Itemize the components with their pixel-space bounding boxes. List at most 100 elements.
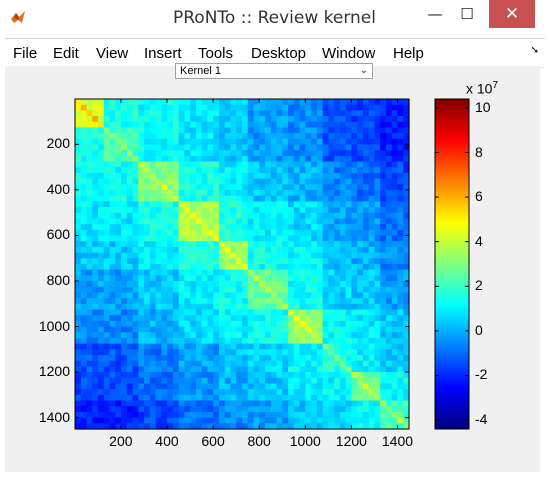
colorbar-tick-label: -4 [475,411,488,428]
heatmap-cell [270,406,278,413]
heatmap-cell [357,229,364,237]
heatmap-cell [316,167,324,174]
heatmap-cell [149,281,157,288]
heatmap-cell [115,275,122,282]
heatmap-cell [374,121,381,129]
heatmap-cell [121,366,128,373]
heatmap-cell [218,241,226,248]
heatmap-cell [322,349,329,356]
heatmap-cell [178,190,186,197]
heatmap-cell [397,258,404,265]
heatmap-cell [339,155,347,163]
heatmap-cell [126,167,134,174]
heatmap-cell [184,207,191,214]
heatmap-cell [368,241,376,248]
heatmap-cell [201,144,209,151]
heatmap-cell [75,349,82,356]
heatmap-cell [322,229,329,237]
heatmap-cell [362,246,370,254]
heatmap-cell [149,286,157,294]
heatmap-cell [75,411,82,419]
heatmap-cell [362,269,370,276]
heatmap-cell [362,218,370,225]
menu-tools[interactable]: Tools [198,45,234,62]
menu-insert[interactable]: Insert [144,45,182,62]
menu-window[interactable]: Window [322,45,376,62]
heatmap-cell [172,269,180,276]
heatmap-cell [259,269,266,276]
heatmap-cell [265,207,272,214]
heatmap-cell [391,167,399,174]
minimize-button[interactable]: — [427,5,443,23]
close-button[interactable]: ✕ [489,0,535,28]
heatmap-cell [115,320,122,328]
heatmap-cell [374,411,381,419]
menu-overflow-icon[interactable]: ➘ [530,45,539,56]
menu-view[interactable]: View [96,45,129,62]
heatmap-cell [328,423,335,430]
heatmap-cell [362,207,370,214]
heatmap-cell [213,241,220,248]
heatmap-cell [184,161,191,168]
heatmap-cell [172,389,180,396]
menu-help[interactable]: Help [393,45,424,62]
maximize-button[interactable]: ☐ [460,5,474,23]
menu-desktop[interactable]: Desktop [251,45,307,62]
heatmap-cell [339,298,347,305]
heatmap-cell [126,355,134,362]
menu-edit[interactable]: Edit [53,45,79,62]
heatmap-cell [92,161,99,168]
heatmap-cell [132,121,139,129]
kernel-select[interactable]: Kernel 1 ⌄ [175,63,373,79]
heatmap-cell [357,116,364,123]
heatmap-cell [311,417,318,424]
heatmap-cell [334,383,341,390]
menu-file[interactable]: File [13,45,38,62]
heatmap-cell [265,326,272,333]
heatmap-cell [403,309,410,316]
heatmap-cell [276,275,283,282]
heatmap-cell [161,303,168,311]
heatmap-cell [334,337,341,345]
heatmap-cell [184,241,191,248]
heatmap-cell [218,99,226,106]
heatmap-cell [98,172,105,180]
heatmap-cell [236,99,243,106]
heatmap-cell [357,281,364,288]
heatmap-cell [149,104,157,111]
heatmap-cell [385,121,393,129]
heatmap-cell [75,190,82,197]
heatmap-cell [334,207,341,214]
heatmap-cell [230,184,237,191]
heatmap-cell [299,195,306,203]
heatmap-cell [218,372,226,379]
heatmap-cell [242,99,249,106]
heatmap-cell [316,309,324,316]
heatmap-cell [167,184,174,191]
heatmap-cell [374,389,381,396]
heatmap-cell [288,110,295,117]
heatmap-cell [195,360,203,368]
heatmap-cell [322,332,329,339]
heatmap-cell [138,337,145,345]
heatmap-cell [155,332,162,339]
heatmap-cell [305,121,312,129]
heatmap-cell [276,337,283,345]
heatmap-cell [230,246,237,254]
heatmap-cell [218,172,226,180]
heatmap-cell [265,229,272,237]
heatmap-cell [92,241,99,248]
heatmap-cell [236,144,243,151]
heatmap-cell [126,406,134,413]
heatmap-cell [328,281,335,288]
heatmap-cell [282,281,289,288]
heatmap-cell [397,207,404,214]
heatmap-cell [299,423,306,430]
heatmap-cell [403,258,410,265]
heatmap-cell [213,133,220,140]
heatmap-cell [213,377,220,385]
heatmap-cell [195,315,203,322]
heatmap-cell [259,99,266,106]
heatmap-cell [121,201,128,208]
heatmap-cell [201,167,209,174]
